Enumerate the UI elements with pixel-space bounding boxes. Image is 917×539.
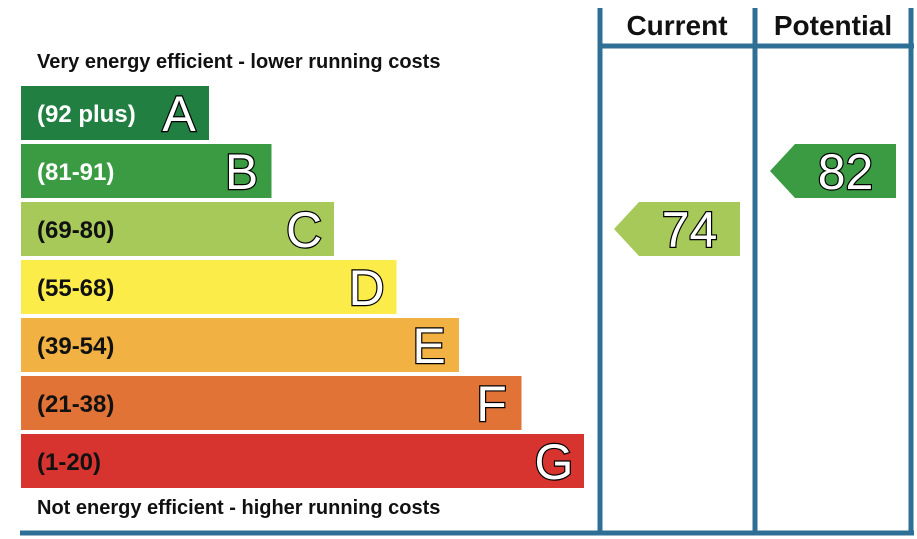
band-range-a: (92 plus) <box>37 101 136 128</box>
band-bar-b <box>21 144 272 198</box>
band-bar-d <box>21 260 397 314</box>
bottom-caption: Not energy efficient - higher running co… <box>37 497 440 519</box>
band-letter-f: F <box>476 376 507 432</box>
band-range-c: (69-80) <box>37 217 114 244</box>
band-bar-g <box>21 434 584 488</box>
current-column-header: Current <box>626 10 727 41</box>
band-bar-e <box>21 318 459 372</box>
potential-rating-arrow <box>770 144 896 198</box>
band-letter-d: D <box>348 260 384 316</box>
current-rating-arrow <box>614 202 740 256</box>
current-rating-value: 74 <box>662 202 718 258</box>
potential-column-header: Potential <box>774 10 892 41</box>
potential-rating-value: 82 <box>818 144 874 200</box>
band-letter-c: C <box>286 202 322 258</box>
band-bar-c <box>21 202 334 256</box>
band-bar-f <box>21 376 522 430</box>
band-letter-g: G <box>535 434 574 490</box>
rating-bands: (92 plus) A (81-91) B (69-80) C (55-68) D (39-54… <box>21 85 584 491</box>
top-caption: Very energy efficient - lower running co… <box>37 51 440 73</box>
band-letter-e: E <box>412 318 445 374</box>
rating-arrows: 74 82 <box>614 143 896 259</box>
band-letter-a: A <box>162 86 196 142</box>
band-range-e: (39-54) <box>37 333 114 360</box>
band-bar-a <box>21 86 209 140</box>
band-range-g: (1-20) <box>37 449 101 476</box>
band-range-d: (55-68) <box>37 275 114 302</box>
band-range-f: (21-38) <box>37 391 114 418</box>
band-letter-b: B <box>225 144 258 200</box>
band-range-b: (81-91) <box>37 159 114 186</box>
